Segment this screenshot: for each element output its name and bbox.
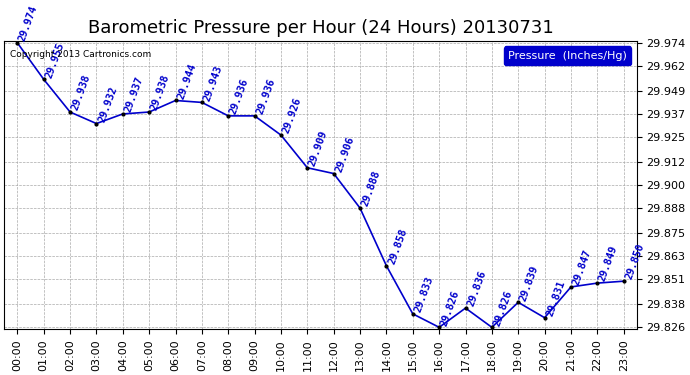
Text: 29.974: 29.974 — [17, 4, 39, 43]
Text: 29.833: 29.833 — [413, 275, 435, 314]
Text: 29.936: 29.936 — [228, 77, 250, 116]
Text: 29.955: 29.955 — [43, 40, 66, 80]
Text: 29.847: 29.847 — [571, 248, 593, 287]
Text: 29.858: 29.858 — [386, 227, 408, 266]
Text: 29.936: 29.936 — [255, 77, 277, 116]
Text: 29.932: 29.932 — [97, 85, 119, 123]
Text: 29.888: 29.888 — [360, 170, 382, 208]
Text: 29.944: 29.944 — [175, 62, 198, 100]
Text: 29.909: 29.909 — [307, 129, 330, 168]
Text: 29.938: 29.938 — [149, 74, 171, 112]
Text: 29.826: 29.826 — [492, 289, 514, 327]
Text: Copyright 2013 Cartronics.com: Copyright 2013 Cartronics.com — [10, 50, 152, 58]
Text: 29.831: 29.831 — [544, 279, 566, 318]
Text: 29.943: 29.943 — [202, 64, 224, 102]
Text: 29.836: 29.836 — [466, 269, 488, 308]
Text: 29.839: 29.839 — [518, 264, 540, 302]
Text: 29.937: 29.937 — [123, 75, 145, 114]
Text: 29.826: 29.826 — [439, 289, 462, 327]
Title: Barometric Pressure per Hour (24 Hours) 20130731: Barometric Pressure per Hour (24 Hours) … — [88, 19, 553, 37]
Text: 29.850: 29.850 — [624, 243, 646, 281]
Legend: Pressure  (Inches/Hg): Pressure (Inches/Hg) — [504, 46, 631, 65]
Text: 29.926: 29.926 — [281, 96, 303, 135]
Text: 29.938: 29.938 — [70, 74, 92, 112]
Text: 29.849: 29.849 — [598, 244, 620, 283]
Text: 29.906: 29.906 — [334, 135, 356, 174]
